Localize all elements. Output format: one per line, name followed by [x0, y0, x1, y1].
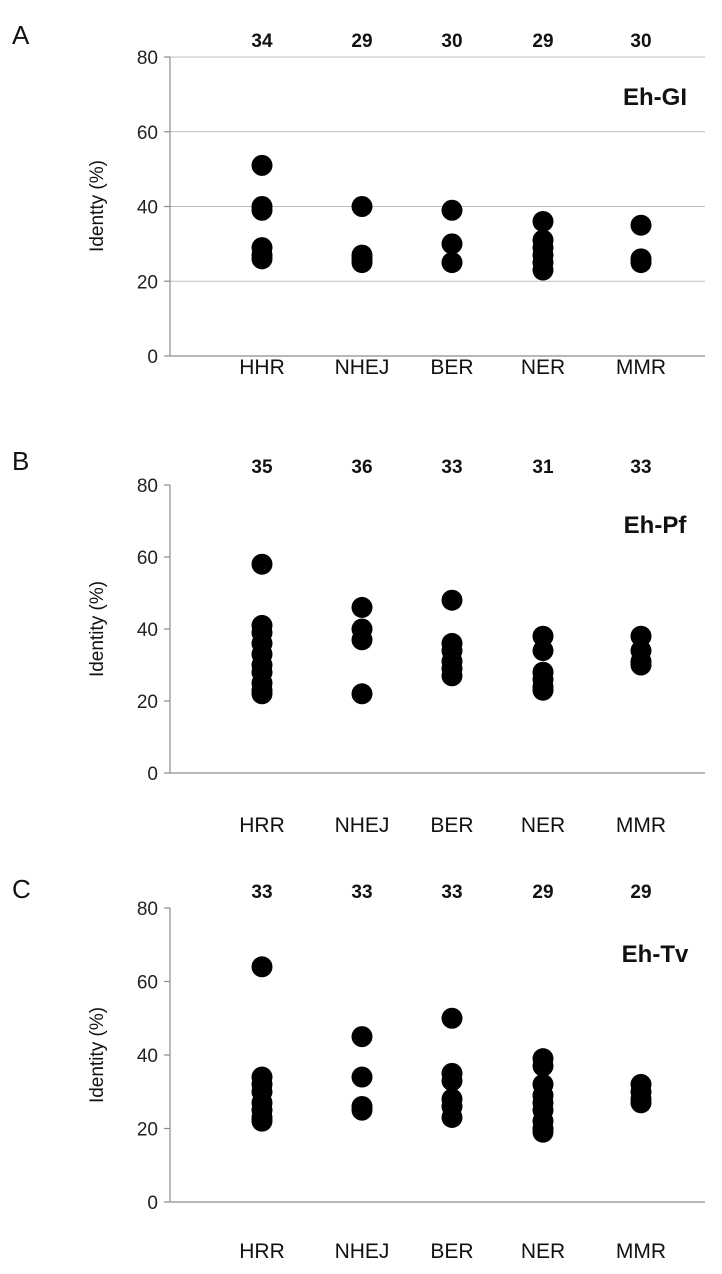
data-point: [630, 1092, 652, 1114]
data-point: [532, 640, 554, 662]
data-point: [351, 1099, 373, 1121]
x-category-label: MMR: [616, 814, 666, 837]
x-category-label: BER: [430, 1240, 473, 1263]
x-category-label: BER: [430, 814, 473, 837]
data-point: [441, 1106, 463, 1128]
x-category-label: HRR: [239, 814, 285, 837]
data-point: [630, 252, 652, 274]
y-tick-label: 40: [137, 1046, 158, 1067]
panel-b: B 0 20 40 60 80 Identity (%) Eh-Pf 35 HRR 36 NHEJ 33…: [12, 446, 705, 837]
data-point: [351, 596, 373, 618]
y-tick-label: 80: [137, 899, 158, 920]
count-label: 36: [351, 457, 372, 478]
x-category-label: HHR: [239, 356, 285, 379]
data-point: [441, 252, 463, 274]
data-point: [251, 248, 273, 270]
x-category-label: MMR: [616, 1240, 666, 1263]
data-point: [532, 625, 554, 647]
y-tick-label: 20: [137, 272, 158, 293]
data-point: [630, 625, 652, 647]
y-tick-label: 20: [137, 692, 158, 713]
panel-letter: B: [12, 446, 29, 476]
panel-c: C 0 20 40 60 80 Identity (%) Eh-Tv 33 HRR 33 NHEJ 33…: [12, 874, 705, 1263]
data-point: [441, 665, 463, 687]
count-label: 31: [532, 457, 554, 478]
count-label: 33: [441, 882, 462, 903]
data-point: [351, 629, 373, 651]
x-category-label: NHEJ: [335, 1240, 390, 1263]
y-tick-label: 40: [137, 198, 158, 219]
panel-letter: C: [12, 874, 31, 904]
count-label: 29: [532, 882, 553, 903]
count-label: 34: [251, 31, 273, 52]
count-label: 29: [630, 882, 651, 903]
organism-label: Eh-Tv: [622, 941, 689, 968]
x-category-label: NER: [521, 814, 565, 837]
data-point: [630, 214, 652, 236]
x-category-label: HRR: [239, 1240, 285, 1263]
data-point: [441, 1070, 463, 1092]
data-point: [351, 196, 373, 217]
data-point: [532, 1055, 554, 1077]
count-label: 33: [441, 457, 462, 478]
count-label: 30: [630, 31, 651, 52]
x-category-label: NHEJ: [335, 356, 390, 379]
data-point: [351, 1026, 373, 1048]
data-point: [251, 553, 273, 575]
y-axis-title: Identity (%): [87, 581, 108, 677]
organism-label: Eh-GI: [623, 84, 687, 111]
count-label: 33: [351, 882, 372, 903]
y-tick-label: 60: [137, 123, 158, 144]
data-point: [532, 679, 554, 701]
organism-label: Eh-Pf: [624, 512, 688, 539]
y-axis-title: Identty (%): [87, 160, 108, 252]
x-category-label: MMR: [616, 356, 666, 379]
y-tick-label: 20: [137, 1120, 158, 1141]
data-point: [251, 683, 273, 705]
count-label: 35: [251, 457, 273, 478]
data-point: [441, 1007, 463, 1029]
data-point: [630, 654, 652, 676]
data-point: [351, 683, 373, 705]
count-label: 29: [532, 31, 553, 52]
x-category-label: NER: [521, 1240, 565, 1263]
count-label: 33: [630, 457, 651, 478]
y-tick-label: 40: [137, 620, 158, 641]
data-point: [532, 1121, 554, 1143]
y-tick-label: 0: [147, 1193, 158, 1214]
x-category-label: BER: [430, 356, 473, 379]
data-point: [532, 210, 554, 232]
count-label: 30: [441, 31, 462, 52]
data-point: [441, 589, 463, 611]
y-axis-title: Identity (%): [87, 1007, 108, 1103]
data-point: [251, 154, 273, 176]
data-point: [251, 1110, 273, 1132]
panel-a: A 0 20 40 60 80 Identty (%) Eh-GI 34 HHR 29 NHEJ 30 B…: [12, 20, 705, 379]
y-tick-label: 60: [137, 548, 158, 569]
y-tick-label: 80: [137, 48, 158, 69]
data-point: [532, 259, 554, 281]
data-point: [441, 199, 463, 221]
data-point: [251, 956, 273, 978]
data-point: [351, 252, 373, 274]
y-tick-label: 60: [137, 973, 158, 994]
x-category-label: NER: [521, 356, 565, 379]
data-point: [441, 233, 463, 255]
count-label: 29: [351, 31, 372, 52]
data-point: [251, 199, 273, 221]
data-point: [351, 1066, 373, 1088]
count-label: 33: [251, 882, 272, 903]
x-category-label: NHEJ: [335, 814, 390, 837]
y-tick-label: 80: [137, 476, 158, 497]
panel-letter: A: [12, 20, 30, 50]
y-tick-label: 0: [147, 347, 158, 368]
y-tick-label: 0: [147, 764, 158, 785]
